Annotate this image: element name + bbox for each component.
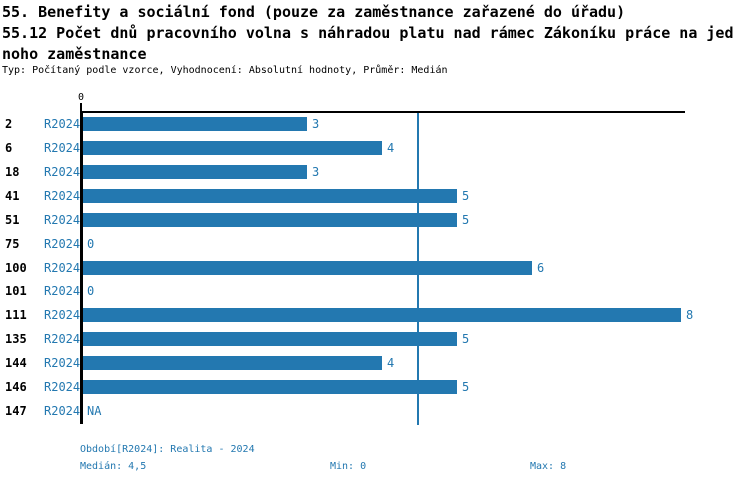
bar-value-label: 3 (312, 117, 320, 131)
bar-value-label: 6 (537, 261, 545, 275)
row-series-label: R2024 (44, 308, 81, 322)
chart-row: 18 R2024 3 (0, 160, 750, 184)
bar-value-label: 3 (312, 165, 320, 179)
row-series-label: R2024 (44, 380, 81, 394)
bar-value-label: 8 (686, 308, 694, 322)
chart-row: 111 R2024 8 (0, 303, 750, 327)
footer-max-stat: Max: 8 (530, 461, 567, 472)
chart-row: 144 R2024 4 (0, 351, 750, 375)
row-series-label: R2024 (44, 213, 81, 227)
row-series-label: R2024 (44, 404, 81, 418)
chart-row: 6 R2024 4 (0, 136, 750, 160)
bar-value-label: 5 (462, 380, 470, 394)
footer-period-label: Období[R2024]: Realita - 2024 (80, 444, 255, 455)
row-category-label: 18 (5, 165, 20, 179)
bar (83, 189, 457, 203)
row-series-label: R2024 (44, 284, 81, 298)
x-axis-tick-mark (80, 103, 82, 113)
bar (83, 141, 382, 155)
title-line-3: noho zaměstnance (2, 45, 147, 63)
row-category-label: 75 (5, 237, 20, 251)
row-category-label: 144 (5, 356, 27, 370)
chart-row: 147 R2024 NA (0, 399, 750, 423)
row-category-label: 101 (5, 284, 27, 298)
chart-row: 146 R2024 5 (0, 375, 750, 399)
title-line-1: 55. Benefity a sociální fond (pouze za z… (2, 3, 626, 21)
row-series-label: R2024 (44, 237, 81, 251)
bar (83, 356, 382, 370)
chart-row: 51 R2024 5 (0, 208, 750, 232)
chart-row: 135 R2024 5 (0, 327, 750, 351)
row-category-label: 147 (5, 404, 27, 418)
chart-row: 100 R2024 6 (0, 256, 750, 280)
y-axis-line (80, 111, 83, 424)
bar-value-label: 4 (387, 141, 395, 155)
bar (83, 213, 457, 227)
row-series-label: R2024 (44, 261, 81, 275)
row-category-label: 6 (5, 141, 13, 155)
row-series-label: R2024 (44, 189, 81, 203)
chart-row: 101 R2024 0 (0, 279, 750, 303)
bar-value-label: 0 (87, 284, 95, 298)
row-series-label: R2024 (44, 141, 81, 155)
x-axis-line (81, 111, 685, 113)
bar (83, 165, 307, 179)
x-axis-tick-label-0: 0 (77, 92, 85, 103)
row-category-label: 111 (5, 308, 27, 322)
row-category-label: 135 (5, 332, 27, 346)
bar (83, 380, 457, 394)
bar-value-label: NA (87, 404, 102, 418)
row-category-label: 41 (5, 189, 20, 203)
bar-value-label: 4 (387, 356, 395, 370)
chart-row: 2 R2024 3 (0, 112, 750, 136)
bar-value-label: 5 (462, 332, 470, 346)
page-title: 55. Benefity a sociální fond (pouze za z… (2, 2, 734, 65)
row-series-label: R2024 (44, 332, 81, 346)
row-category-label: 2 (5, 117, 13, 131)
row-category-label: 100 (5, 261, 27, 275)
bar (83, 332, 457, 346)
chart-subtitle-meta: Typ: Počítaný podle vzorce, Vyhodnocení:… (2, 65, 448, 76)
chart-row: 41 R2024 5 (0, 184, 750, 208)
row-category-label: 51 (5, 213, 20, 227)
bar-value-label: 5 (462, 189, 470, 203)
bar (83, 117, 307, 131)
bar-value-label: 0 (87, 237, 95, 251)
row-series-label: R2024 (44, 356, 81, 370)
bar (83, 308, 681, 322)
row-series-label: R2024 (44, 117, 81, 131)
bar-value-label: 5 (462, 213, 470, 227)
row-series-label: R2024 (44, 165, 81, 179)
footer-min-stat: Min: 0 (330, 461, 367, 472)
chart-row: 75 R2024 0 (0, 232, 750, 256)
row-category-label: 146 (5, 380, 27, 394)
footer-median-stat: Medián: 4,5 (80, 461, 147, 472)
bar (83, 261, 532, 275)
title-line-2: 55.12 Počet dnů pracovního volna s náhra… (2, 24, 734, 42)
